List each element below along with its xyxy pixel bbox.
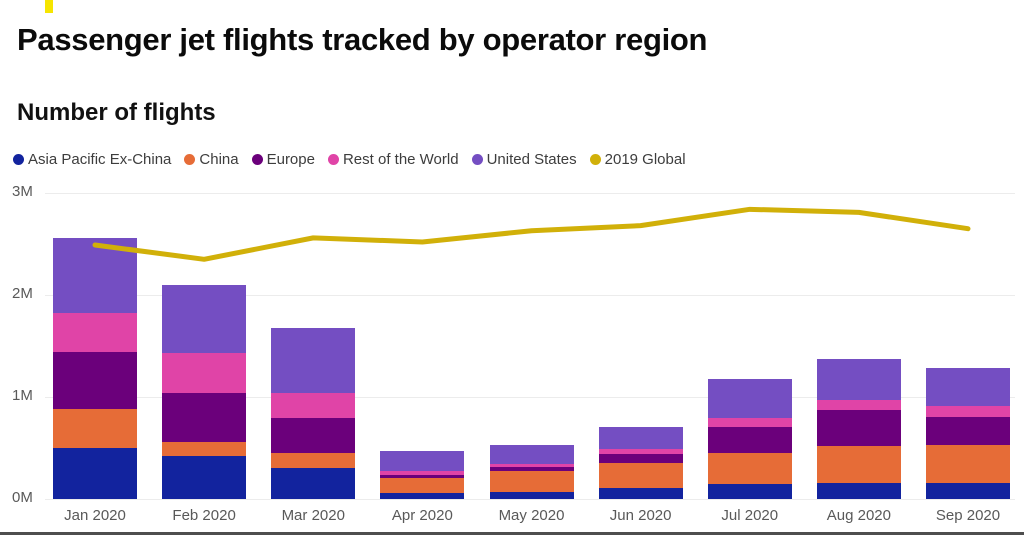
bar-segment[interactable] [271, 327, 356, 393]
chart-legend: Asia Pacific Ex-China China Europe Rest of … [13, 151, 686, 168]
bar-segment[interactable] [162, 456, 247, 499]
yellow-caret-mark [45, 0, 53, 13]
bar-segment[interactable] [162, 392, 247, 442]
bar-segment[interactable] [707, 453, 792, 484]
legend-item-rest-of-the-world[interactable]: Rest of the World [327, 151, 459, 168]
bar-segment[interactable] [162, 284, 247, 354]
legend-dot-icon [13, 154, 24, 165]
legend-item-asia-pacific-ex-china[interactable]: Asia Pacific Ex-China [13, 151, 171, 168]
bar-segment[interactable] [816, 400, 901, 411]
x-axis-tick-label: Feb 2020 [172, 507, 236, 524]
bar-segment[interactable] [380, 471, 465, 475]
bar-segment[interactable] [53, 409, 137, 448]
legend-label: 2019 Global [604, 151, 686, 168]
bar-segment[interactable] [598, 463, 683, 488]
bar-segment[interactable] [271, 468, 356, 499]
legend-item-united-states[interactable]: United States [471, 151, 577, 168]
bar-segment[interactable] [380, 477, 465, 493]
x-axis-tick-label: Aug 2020 [826, 507, 891, 524]
bar-segment[interactable] [380, 451, 465, 472]
x-axis-tick-label: Jul 2020 [721, 507, 779, 524]
bottom-window-edge [0, 532, 1024, 535]
legend-item-europe[interactable]: Europe [251, 151, 315, 168]
x-axis-tick-label: May 2020 [498, 507, 565, 524]
gridline-2M [45, 295, 1015, 296]
legend-label: Europe [266, 151, 315, 168]
bar-segment[interactable] [53, 352, 137, 410]
bar-segment[interactable] [816, 410, 901, 446]
legend-dot-icon [327, 154, 339, 165]
chart-axis-title: Number of flights [17, 99, 216, 126]
bar-segment[interactable] [926, 482, 1010, 499]
y-axis-tick-label: 1M [12, 387, 33, 404]
bar-segment[interactable] [598, 449, 683, 455]
bar-segment[interactable] [926, 417, 1010, 445]
bar-segment[interactable] [707, 483, 792, 499]
bar-segment[interactable] [598, 487, 683, 499]
legend-dot-icon [589, 154, 601, 165]
bar-segment[interactable] [489, 467, 574, 472]
bar-segment[interactable] [380, 474, 465, 478]
bar-segment[interactable] [271, 453, 356, 469]
bar-segment[interactable] [162, 441, 247, 457]
legend-dot-icon [251, 154, 263, 165]
bar-segment[interactable] [707, 426, 792, 454]
y-axis-tick-label: 2M [12, 285, 33, 302]
bar-segment[interactable] [271, 392, 356, 419]
legend-item-2019-global[interactable]: 2019 Global [589, 151, 686, 168]
x-axis-tick-label: Jan 2020 [64, 507, 126, 524]
bar-segment[interactable] [271, 418, 356, 454]
bar-segment[interactable] [489, 491, 574, 499]
legend-label: China [199, 151, 239, 168]
bar-segment[interactable] [53, 448, 137, 499]
x-axis-tick-label: Sep 2020 [935, 507, 1001, 524]
bar-segment[interactable] [489, 471, 574, 492]
legend-dot-icon [184, 154, 196, 165]
bar-segment[interactable] [489, 464, 574, 468]
x-axis-tick-label: Mar 2020 [281, 507, 345, 524]
legend-label: Rest of the World [342, 151, 459, 168]
x-axis-tick-label: Jun 2020 [609, 507, 672, 524]
y-axis-tick-label: 3M [12, 183, 33, 200]
bar-segment[interactable] [162, 353, 247, 393]
gridline-1M [45, 397, 1015, 398]
page-title: Passenger jet flights tracked by operato… [17, 22, 708, 57]
legend-dot-icon [471, 154, 483, 165]
legend-label: Asia Pacific Ex-China [28, 151, 172, 168]
bar-segment[interactable] [598, 454, 683, 464]
bar-segment[interactable] [816, 359, 901, 401]
bar-segment[interactable] [926, 406, 1010, 418]
bar-segment[interactable] [926, 368, 1010, 407]
legend-item-china[interactable]: China [184, 151, 239, 168]
bar-segment[interactable] [926, 444, 1010, 483]
bar-segment[interactable] [53, 313, 137, 353]
bar-segment[interactable] [707, 378, 792, 419]
bar-segment[interactable] [489, 444, 574, 465]
bar-segment[interactable] [380, 492, 465, 499]
bar-segment[interactable] [816, 445, 901, 483]
bar-segment[interactable] [816, 482, 901, 499]
bar-segment[interactable] [53, 237, 137, 314]
gridline-0M [45, 499, 1015, 500]
y-axis-tick-label: 0M [12, 489, 33, 506]
gridline-3M [45, 193, 1015, 194]
legend-label: United States [486, 151, 577, 168]
bar-segment[interactable] [707, 418, 792, 427]
x-axis-tick-label: Apr 2020 [391, 507, 453, 524]
bar-segment[interactable] [598, 426, 683, 450]
